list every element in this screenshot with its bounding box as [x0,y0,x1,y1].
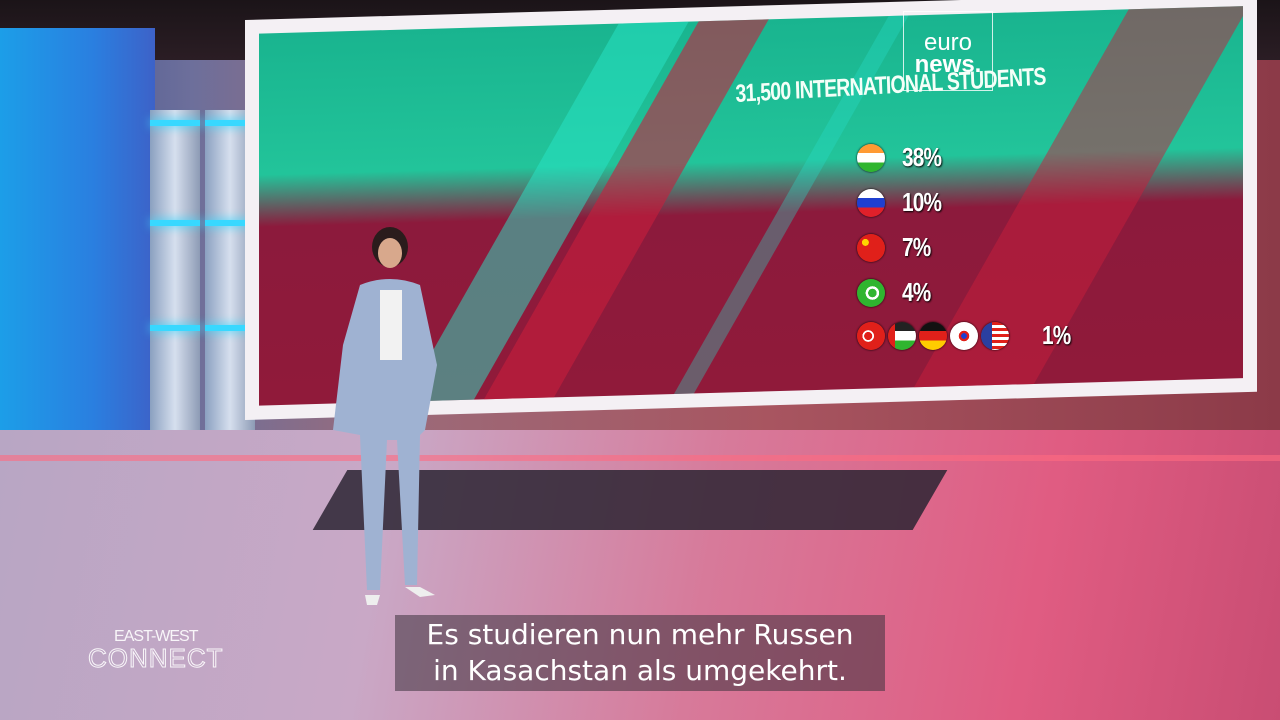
east-west-connect-logo: EAST-WEST CONNECT [88,628,224,673]
floor-light-edge [0,455,1280,461]
euronews-logo: euro news. [903,11,993,91]
presenter [333,227,437,605]
percent-value: 38% [902,142,942,172]
subtitle-line-1: Es studieren nun mehr Russen [426,618,854,651]
china-flag-icon [857,233,885,262]
india-flag-icon [857,143,885,172]
blue-wall-panel [0,28,155,438]
percent-value: 1% [1042,320,1071,350]
usa-flag-icon [981,321,1009,350]
percent-value: 4% [902,277,931,307]
russia-flag-icon [857,188,885,217]
south-korea-flag-icon [950,321,978,350]
percent-value: 7% [902,232,931,262]
infographic-row: 1% [857,320,1078,351]
pakistan-flag-icon [857,278,885,307]
percent-value: 10% [902,187,942,217]
students-infographic: 31,500 INTERNATIONAL STUDENTS [735,63,1095,109]
turkey-flag-icon [857,321,885,350]
infographic-row: 4% [857,277,938,308]
studio-pillar [150,110,200,430]
subtitle-line-2: in Kasachstan als umgekehrt. [433,654,847,687]
infographic-row: 10% [857,187,951,218]
infographic-row: 38% [857,142,951,173]
jordan-flag-icon [888,321,916,350]
germany-flag-icon [919,321,947,350]
infographic-row: 7% [857,232,938,263]
subtitle-caption: Es studieren nun mehr Russen in Kasachst… [395,615,885,691]
